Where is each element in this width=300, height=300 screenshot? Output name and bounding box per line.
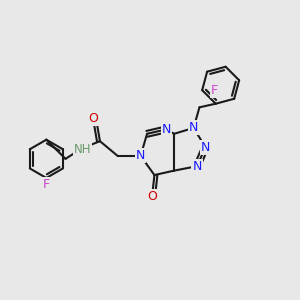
Text: O: O [88,112,98,125]
Text: N: N [136,149,145,162]
Text: O: O [147,190,157,203]
Text: F: F [211,84,218,97]
Text: NH: NH [74,143,91,157]
Text: N: N [189,122,198,134]
Text: N: N [192,160,202,173]
Text: F: F [43,178,50,191]
Text: N: N [201,141,210,154]
Text: N: N [161,123,171,136]
